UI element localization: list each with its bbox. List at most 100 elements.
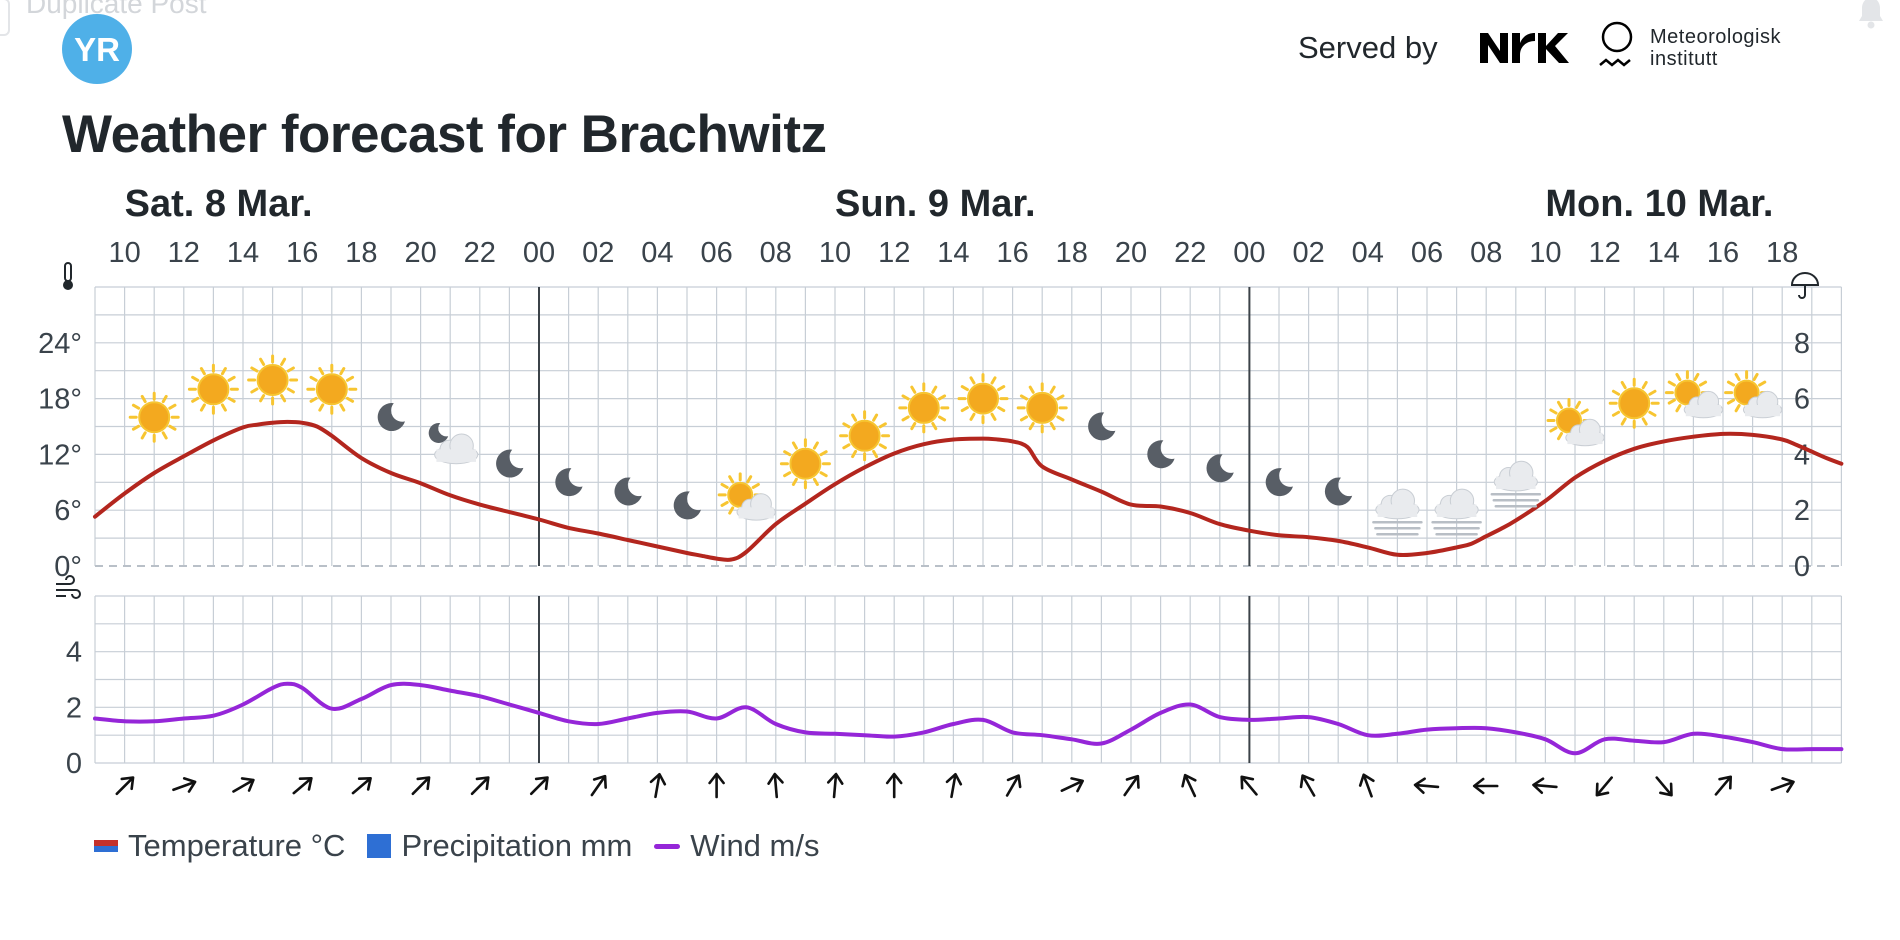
moon-icon [1147,440,1175,469]
legend-precipitation-swatch [367,834,392,858]
hour-label: 04 [641,237,673,269]
precip-axis-tick: 8 [1794,328,1810,360]
day-label: Sun. 9 Mar. [835,183,1036,225]
wind-direction-arrow [826,772,844,799]
yr-logo-text: YR [74,31,120,68]
legend-precipitation: Precipitation mm [367,828,632,864]
legend-wind-label: Wind m/s [690,828,820,863]
moon-cloud-icon [428,422,479,465]
wind-direction-arrow [708,772,725,799]
hour-label: 16 [1707,237,1739,269]
hour-label: 00 [1233,237,1265,269]
hour-label: 12 [168,237,200,269]
wind-axis-tick: 0 [66,748,82,780]
wind-direction-arrow [1060,777,1084,793]
sun-icon [247,354,299,406]
wind-direction-arrow [1532,777,1558,795]
hour-label: 12 [1588,237,1620,269]
sun-icon [1608,377,1660,429]
wind-direction-arrow [1472,777,1499,795]
moon-icon [496,449,524,478]
hour-label: 06 [1411,237,1443,269]
sun-icon [779,438,831,490]
moon-icon [1088,412,1116,441]
temperature-series-line [93,419,1844,562]
hour-label: 20 [1115,237,1147,269]
page-title: Weather forecast for Brachwitz [62,105,827,164]
thermometer-icon [63,262,73,290]
hour-label: 18 [345,237,377,269]
wind-direction-arrow [1595,776,1613,797]
wind-direction-arrow [1181,773,1197,798]
ghost-ui-bracket [0,0,10,36]
wind-direction-arrow [945,772,963,799]
hour-label: 02 [582,237,614,269]
temp-axis-tick: 12° [38,439,82,471]
wind-direction-arrow [1413,777,1440,795]
sun-cloud-icon [1546,398,1605,447]
temp-axis-tick: 18° [38,384,82,416]
hour-label: 12 [878,237,910,269]
wind-direction-arrow [767,772,784,799]
wind-direction-arrow [1123,774,1140,797]
yr-logo: YR [62,14,132,84]
wind-direction-arrow [1005,774,1022,797]
met-logo-line2: institutt [1650,48,1718,70]
moon-icon [377,403,405,432]
sun-icon [187,363,239,415]
sun-cloud-icon [717,472,776,521]
wind-direction-arrow [529,776,549,796]
moon-icon [1324,477,1353,506]
hour-label: 10 [1529,237,1561,269]
chart-grid [94,286,1843,764]
wind-direction-arrow [1240,775,1258,796]
moon-icon [1265,468,1293,497]
wind-direction-arrow [885,772,903,799]
legend-temperature: Temperature °C [94,828,345,864]
temp-axis-tick: 0° [54,551,82,583]
hour-label: 14 [227,237,259,269]
hour-label: 16 [286,237,318,269]
sun-icon [306,363,358,415]
moon-icon [1206,454,1234,483]
chart-legend: Temperature °C Precipitation mm Wind m/s [94,826,841,866]
hour-label: 10 [108,237,140,269]
hour-label: 16 [996,237,1028,269]
hour-label: 18 [1766,237,1798,269]
umbrella-icon [1790,272,1820,299]
wind-direction-arrow [411,776,431,796]
hour-label: 20 [404,237,436,269]
wind-direction-arrow [172,777,197,793]
met-logo-text: Meteorologisk institutt [1650,26,1781,70]
hour-label: 22 [464,237,496,269]
wind-direction-arrow [1358,773,1375,798]
day-label: Sat. 8 Mar. [125,183,313,225]
sun-icon [957,373,1009,425]
hour-label: 00 [523,237,555,269]
hour-label: 08 [760,237,792,269]
legend-wind-swatch [654,843,681,849]
hour-label: 14 [1648,237,1680,269]
wind-axis-tick: 4 [66,637,82,669]
temp-axis-tick: 24° [38,328,82,360]
precip-axis-tick: 2 [1794,495,1810,527]
wind-direction-arrow [1770,777,1795,793]
sun-icon [128,391,180,443]
wind-axis-tick: 2 [66,692,82,724]
hour-label: 06 [700,237,732,269]
wind-icon [56,575,81,599]
wind-direction-arrow [1655,776,1673,797]
wind-direction-arrow [115,776,135,796]
wind-direction-arrow [292,776,313,795]
ghost-duplicate-post: Duplicate Post [26,0,207,19]
moon-icon [673,491,701,520]
precip-axis-tick: 0 [1794,551,1810,583]
served-by-label: Served by [1298,30,1438,65]
hour-label: 04 [1352,237,1384,269]
fog-icon [1431,488,1482,536]
sun-icon [1016,382,1068,434]
wind-direction-arrow [232,777,255,793]
legend-precipitation-label: Precipitation mm [401,828,633,863]
wind-direction-arrow [590,774,607,797]
